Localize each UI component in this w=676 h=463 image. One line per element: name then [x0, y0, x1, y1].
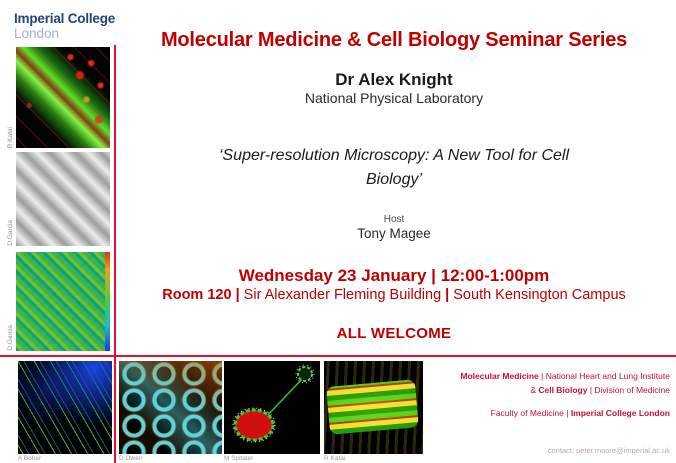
- department-line-2: & Cell Biology | Division of Medicine: [410, 384, 670, 398]
- microscopy-image-muscle-fibers: [324, 361, 423, 454]
- page-title: Molecular Medicine & Cell Biology Semina…: [160, 29, 628, 52]
- microscopy-image-fluorescence-fibers: [16, 47, 110, 148]
- all-welcome-text: ALL WELCOME: [336, 325, 452, 342]
- logo-line-2: London: [14, 26, 60, 42]
- dept-amp: &: [530, 384, 539, 395]
- dept-division: | Division of Medicine: [587, 384, 670, 395]
- bottom-image-4: R Katai: [324, 361, 423, 462]
- bottom-image-2: D Owen: [119, 361, 222, 462]
- sidebar-image-row-1: R Katai: [6, 47, 110, 148]
- bottom-image-1: A Bober: [18, 361, 112, 462]
- vertical-divider: [114, 45, 116, 463]
- dept-cell-biology: Cell Biology: [538, 384, 588, 395]
- microscopy-image-migrating-cell: [224, 361, 320, 454]
- faculty-of-medicine: Faculty of Medicine |: [490, 408, 571, 419]
- department-line-1: Molecular Medicine | National Heart and …: [410, 370, 670, 384]
- main-content: Dr Alex Knight National Physical Laborat…: [112, 0, 676, 355]
- imperial-college-london: Imperial College London: [570, 408, 670, 419]
- image-credit: D Owen: [119, 455, 143, 462]
- host-name: Tony Magee: [357, 226, 431, 241]
- talk-title: ‘Super-resolution Microscopy: A New Tool…: [112, 144, 676, 192]
- colorbar-scale: [105, 252, 110, 351]
- image-credit: A Bober: [18, 455, 42, 462]
- event-datetime: Wednesday 23 January | 12:00-1:00pm: [238, 266, 550, 285]
- speaker-affiliation: National Physical Laboratory: [304, 90, 484, 106]
- sidebar-image-row-3: D.Garcia: [6, 252, 110, 351]
- horizontal-divider: [0, 355, 676, 357]
- speaker-name: Dr Alex Knight: [335, 70, 453, 89]
- microscopy-image-afm-stripes: [16, 152, 110, 246]
- microscopy-image-heatmap: [16, 252, 110, 351]
- image-credit: R Katai: [324, 455, 346, 462]
- imperial-college-logo: Imperial College London: [14, 11, 115, 41]
- dept-molecular-medicine: Molecular Medicine: [460, 371, 542, 381]
- bottom-image-3: M Spitaler: [224, 361, 320, 462]
- venue-separator: |: [441, 287, 454, 303]
- microscopy-image-honeycomb-cells: [119, 361, 222, 454]
- muscle-fiber-band: [326, 379, 420, 436]
- contact-email: contact: peter.moore@imperial.ac.uk: [547, 446, 670, 455]
- host-label: Host: [383, 214, 405, 225]
- image-credit: D.Garcia: [7, 220, 14, 246]
- sidebar-image-row-2: D.Garcia: [6, 152, 110, 246]
- logo-line-1: Imperial College: [14, 11, 116, 26]
- image-credit: D.Garcia: [7, 325, 14, 351]
- cell-illustration: [232, 364, 315, 443]
- talk-title-text: ‘Super-resolution Microscopy: A New Tool…: [218, 147, 570, 188]
- image-credit: R Katai: [7, 126, 14, 148]
- venue-separator: |: [231, 287, 244, 303]
- venue-building: Sir Alexander Fleming Building: [243, 287, 442, 303]
- dept-nhli: | National Heart and Lung Institute: [541, 371, 670, 381]
- event-venue: Room 120 | Sir Alexander Fleming Buildin…: [112, 287, 676, 303]
- faculty-line: Faculty of Medicine | Imperial College L…: [410, 407, 670, 421]
- image-credit: M Spitaler: [224, 455, 254, 462]
- department-footer: Molecular Medicine | National Heart and …: [410, 370, 670, 421]
- microscopy-image-cytoskeleton: [18, 361, 112, 454]
- venue-campus: South Kensington Campus: [453, 287, 626, 303]
- venue-room: Room 120: [162, 287, 232, 303]
